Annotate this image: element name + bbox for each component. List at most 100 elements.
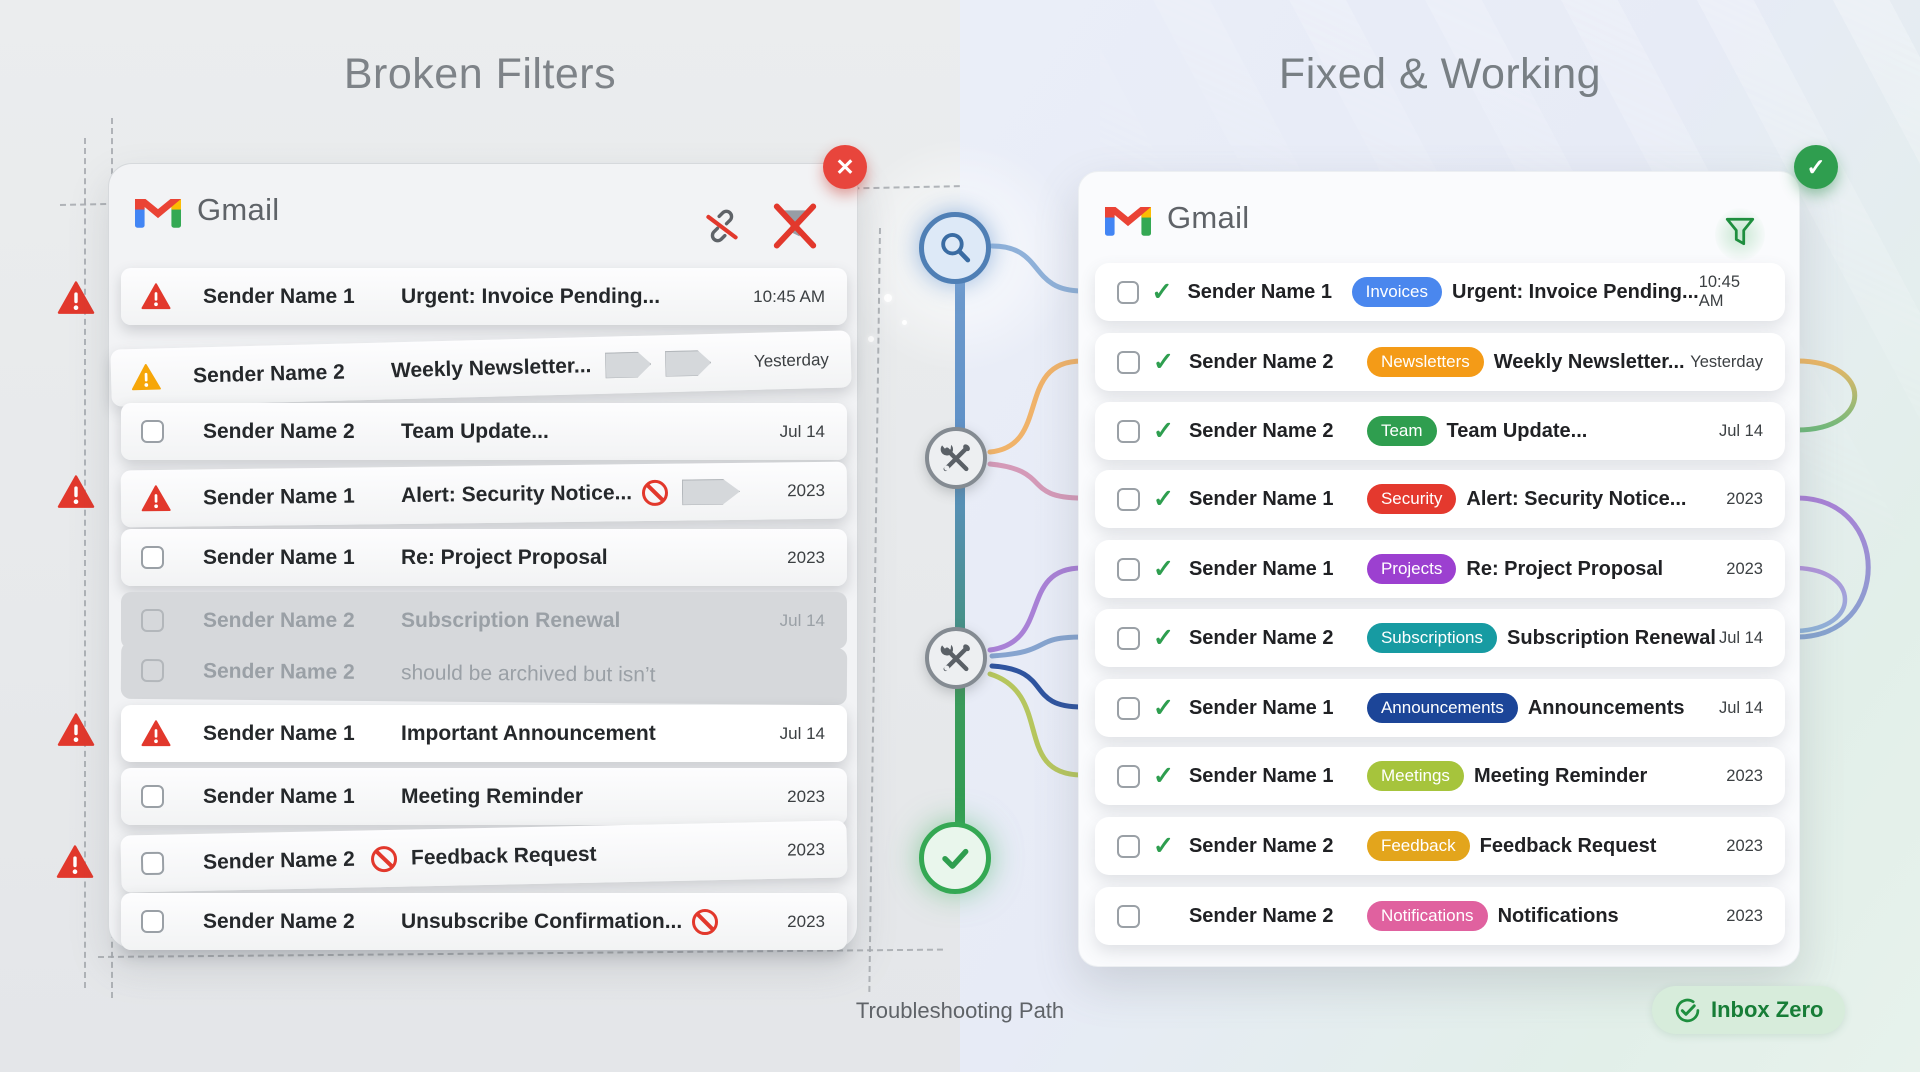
sender: Sender Name 2	[1188, 904, 1334, 927]
email-row[interactable]: Sender Name 2 Weekly Newsletter... Yeste…	[110, 330, 852, 407]
sender: Sender Name 2	[1188, 834, 1334, 857]
success-node[interactable]	[919, 822, 991, 894]
path-caption: Troubleshooting Path	[855, 998, 1065, 1023]
warning-icon	[141, 720, 171, 747]
email-row[interactable]: ✓ Sender Name 1 Security Alert: Security…	[1095, 470, 1785, 528]
checkbox[interactable]	[1117, 834, 1140, 858]
label-badge[interactable]: Meetings	[1366, 761, 1464, 791]
check-circle-icon	[1675, 998, 1700, 1022]
label-badge[interactable]: Announcements	[1366, 693, 1518, 723]
label-badge[interactable]: Feedback	[1366, 831, 1470, 861]
label-badge[interactable]: Team	[1366, 416, 1437, 446]
sender: Sender Name 1	[203, 284, 355, 308]
filtered-check-icon: ✓	[1153, 693, 1174, 722]
path-segment	[955, 658, 965, 863]
checkbox[interactable]	[1117, 904, 1140, 928]
label-badge[interactable]: Invoices	[1351, 277, 1442, 307]
email-row[interactable]: Sender Name 1 Re: Project Proposal 2023	[121, 529, 847, 586]
checkbox[interactable]	[141, 785, 164, 808]
fix-step-node[interactable]	[925, 427, 987, 489]
subject: Re: Project Proposal	[401, 545, 608, 569]
email-row[interactable]: Sender Name 1 Urgent: Invoice Pending...…	[121, 268, 847, 325]
filtered-check-icon: ✓	[1153, 416, 1174, 445]
checkbox[interactable]	[1117, 419, 1140, 443]
checkbox[interactable]	[141, 420, 164, 443]
search-step-node[interactable]	[919, 212, 991, 284]
empty-label-tag	[665, 349, 712, 376]
warning-icon	[131, 364, 161, 391]
checkbox[interactable]	[140, 659, 165, 683]
email-row[interactable]: Sender Name 2 Unsubscribe Confirmation..…	[121, 893, 847, 950]
sender: Sender Name 1	[1188, 557, 1334, 580]
checkbox[interactable]	[1117, 487, 1140, 511]
filter-active-glow	[1715, 208, 1765, 261]
right-title: Fixed & Working	[1278, 50, 1602, 98]
email-row[interactable]: ✓ Sender Name 2 Team Team Update... Jul …	[1095, 402, 1785, 460]
email-row[interactable]: Sender Name 1 Alert: Security Notice... …	[120, 461, 848, 528]
sender: Sender Name 1	[203, 784, 355, 808]
filtered-check-icon: ✓	[1153, 347, 1174, 376]
warning-icon	[57, 713, 95, 746]
date: 2023	[1726, 559, 1763, 578]
sender: Sender Name 2	[202, 847, 356, 874]
sender: Sender Name 2	[1188, 419, 1334, 442]
email-row[interactable]: ✓ Sender Name 1 Meetings Meeting Reminde…	[1095, 747, 1785, 805]
filter-icon[interactable]	[1723, 216, 1757, 248]
search-icon	[941, 232, 971, 263]
email-row[interactable]: Sender Name 1 Meeting Reminder 2023	[121, 768, 847, 825]
email-row[interactable]: ✓ Sender Name 2 Subscriptions Subscripti…	[1095, 609, 1785, 667]
checkbox[interactable]	[1117, 557, 1140, 581]
sparkle	[902, 320, 907, 325]
email-row[interactable]: ✓ Sender Name 1 Projects Re: Project Pro…	[1095, 540, 1785, 598]
email-row[interactable]: ✓ Sender Name 2 Notifications Notificati…	[1095, 887, 1785, 945]
gmail-logo-icon	[1105, 206, 1151, 236]
label-badge[interactable]: Projects	[1366, 554, 1457, 584]
checkbox[interactable]	[1117, 764, 1140, 788]
email-row[interactable]: ✓ Sender Name 1 Invoices Urgent: Invoice…	[1095, 263, 1785, 321]
checkbox[interactable]	[1117, 696, 1140, 720]
email-row[interactable]: Sender Name 2 Feedback Request 2023	[120, 820, 848, 893]
checkbox[interactable]	[1117, 280, 1139, 304]
broken-inbox-card: Gmail Sender Name 1 Urgent: I	[108, 163, 858, 950]
warning-icon	[57, 281, 95, 314]
label-badge[interactable]: Newsletters	[1366, 347, 1484, 377]
email-row[interactable]: Sender Name 2 Subscription Renewal Jul 1…	[121, 592, 847, 649]
checkbox[interactable]	[141, 546, 164, 569]
sparkle	[884, 294, 892, 302]
sender: Sender Name 2	[203, 909, 355, 933]
filtered-check-icon: ✓	[1153, 554, 1174, 583]
fix-step-node[interactable]	[925, 627, 987, 689]
checkbox[interactable]	[1117, 350, 1140, 374]
checkbox[interactable]	[1117, 626, 1140, 650]
sender: Sender Name 1	[1187, 280, 1332, 303]
checkbox[interactable]	[141, 910, 164, 933]
sender: Sender Name 1	[203, 721, 355, 745]
email-row[interactable]: Sender Name 2 Team Update... Jul 14	[121, 403, 847, 460]
label-badge[interactable]: Notifications	[1366, 901, 1488, 931]
sender: Sender Name 2	[203, 608, 355, 632]
date: Jul 14	[1718, 698, 1763, 717]
sender: Sender Name 1	[1188, 487, 1334, 510]
broken-link-icon[interactable]	[703, 209, 741, 243]
date: Jul 14	[779, 723, 825, 743]
email-row[interactable]: Sender Name 2 should be archived but isn…	[120, 641, 848, 706]
email-row[interactable]: ✓ Sender Name 2 Feedback Feedback Reques…	[1095, 817, 1785, 875]
sender: Sender Name 2	[192, 360, 346, 388]
email-row[interactable]: ✓ Sender Name 1 Announcements Announceme…	[1095, 679, 1785, 737]
fixed-inbox-card: Gmail ✓ Sender Name 1 Invoices Urgent: I…	[1078, 171, 1800, 967]
date: Jul 14	[779, 610, 825, 630]
filtered-check-icon: ✓	[1153, 831, 1174, 860]
app-name: Gmail	[197, 192, 280, 227]
checkbox[interactable]	[140, 851, 165, 876]
subject: Unsubscribe Confirmation...	[401, 909, 683, 933]
sparkle	[868, 336, 874, 342]
blocked-icon	[641, 479, 669, 506]
label-badge[interactable]: Security	[1366, 484, 1457, 514]
blocked-icon	[692, 908, 719, 935]
email-row[interactable]: Sender Name 1 Important Announcement Jul…	[121, 705, 847, 762]
subject: Subscription Renewal	[401, 608, 621, 632]
checkbox[interactable]	[141, 609, 164, 632]
label-badge[interactable]: Subscriptions	[1366, 623, 1498, 653]
filter-broken-icon[interactable]	[767, 200, 823, 252]
email-row[interactable]: ✓ Sender Name 2 Newsletters Weekly Newsl…	[1095, 333, 1785, 391]
